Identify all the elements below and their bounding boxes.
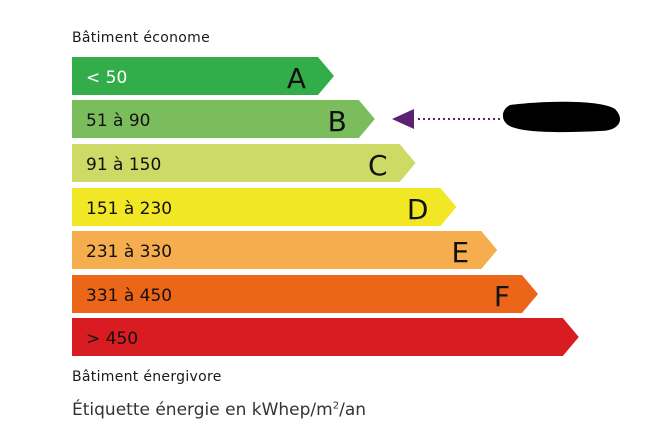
class-range: 151 à 230 (86, 199, 172, 219)
class-letter: E (451, 236, 469, 269)
class-letter: B (328, 105, 347, 138)
class-bar (72, 188, 457, 226)
class-letter: F (494, 280, 510, 313)
bottom-label: Bâtiment énergivore (72, 369, 222, 385)
class-letter: A (287, 62, 306, 95)
energy-class-a: < 50 A (72, 57, 334, 95)
energy-class-c: 91 à 150 C (72, 144, 416, 182)
energy-class-b: 51 à 90 B (72, 100, 375, 138)
energy-class-d: 151 à 230 D (72, 188, 457, 226)
unit-label: Étiquette énergie en kWhep/m2/an (72, 400, 367, 420)
class-range: 51 à 90 (86, 111, 151, 131)
class-letter: D (407, 193, 429, 226)
class-bar (72, 57, 334, 95)
top-label: Bâtiment économe (72, 30, 210, 46)
class-bar (72, 231, 498, 269)
class-bar (72, 100, 375, 138)
class-bar (72, 275, 538, 313)
class-range: 91 à 150 (86, 155, 161, 175)
class-bar (72, 144, 416, 182)
energy-class-e: 231 à 330 E (72, 231, 498, 269)
class-range: > 450 (86, 329, 138, 349)
class-range: < 50 (86, 68, 127, 88)
energy-class-g: > 450 (72, 318, 579, 356)
redacted-value (502, 101, 620, 133)
class-range: 231 à 330 (86, 242, 172, 262)
rating-indicator (392, 101, 620, 133)
class-letter: C (368, 149, 388, 182)
indicator-arrow-icon (392, 109, 414, 129)
class-range: 331 à 450 (86, 286, 172, 306)
class-bar (72, 318, 579, 356)
energy-class-f: 331 à 450 F (72, 275, 538, 313)
